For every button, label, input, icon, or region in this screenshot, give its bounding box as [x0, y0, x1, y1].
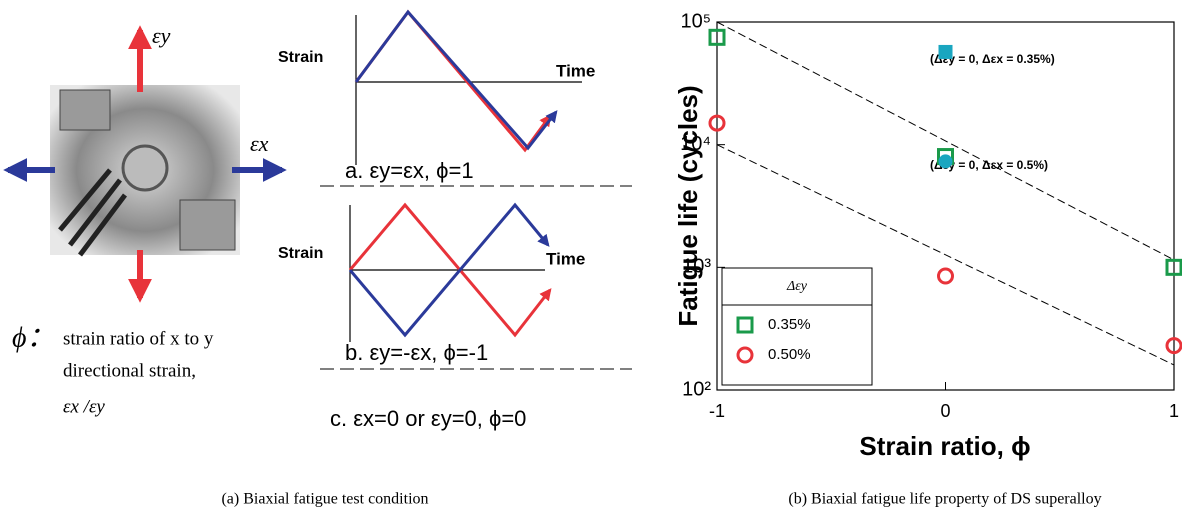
- legend-title: Δεy: [786, 279, 808, 294]
- x-tick-label: 0: [940, 401, 950, 421]
- caption: (a) Biaxial fatigue test condition: [221, 491, 428, 508]
- label: Strain: [278, 49, 323, 66]
- caption: (b) Biaxial fatigue life property of DS …: [788, 491, 1101, 508]
- specimen-photo: [50, 85, 240, 257]
- legend-label: 0.50%: [768, 346, 811, 363]
- annotation: (Δεy = 0, Δεx = 0.35%): [930, 52, 1055, 66]
- waveform: [354, 9, 558, 151]
- marker: [736, 316, 754, 334]
- label: Strain: [278, 245, 323, 262]
- label: εx /εy: [63, 396, 105, 417]
- y-tick-label: 10⁴: [680, 133, 711, 155]
- y-tick-label: 10²: [682, 378, 711, 400]
- label: ϕ：: [12, 322, 55, 353]
- waveform: [354, 9, 552, 153]
- caption: a. εy=εx, ϕ=1: [345, 158, 474, 183]
- x-tick-label: 1: [1169, 401, 1179, 421]
- x-tick-label: -1: [709, 401, 725, 421]
- marker: [736, 346, 754, 364]
- annotation: (Δεy = 0, Δεx = 0.5%): [930, 158, 1048, 172]
- marker: [708, 114, 726, 132]
- label: εy: [152, 23, 171, 48]
- marker: [938, 44, 953, 59]
- y-tick-label: 10⁵: [680, 10, 711, 32]
- marker: [1165, 337, 1182, 355]
- label: directional strain,: [63, 360, 196, 381]
- marker: [1165, 258, 1182, 276]
- fit-line: [716, 144, 1175, 366]
- x-axis-label: Strain ratio, ϕ: [859, 431, 1030, 461]
- marker: [708, 28, 726, 46]
- legend: Δεy: [721, 267, 873, 386]
- y-tick-label: 10³: [682, 256, 711, 278]
- marker: [937, 267, 954, 285]
- label: strain ratio of x to y: [63, 328, 214, 349]
- label: εx: [250, 131, 269, 156]
- caption: b. εy=-εx, ϕ=-1: [345, 340, 488, 365]
- legend-label: 0.35%: [768, 316, 811, 333]
- label: Time: [546, 249, 585, 268]
- label: Time: [556, 61, 595, 80]
- fit-line: [716, 21, 1175, 261]
- waveform: [348, 202, 550, 338]
- caption: c. εx=0 or εy=0, ϕ=0: [330, 406, 526, 431]
- marker: [938, 154, 953, 169]
- y-axis-label: Fatigue life (cycles): [673, 85, 703, 326]
